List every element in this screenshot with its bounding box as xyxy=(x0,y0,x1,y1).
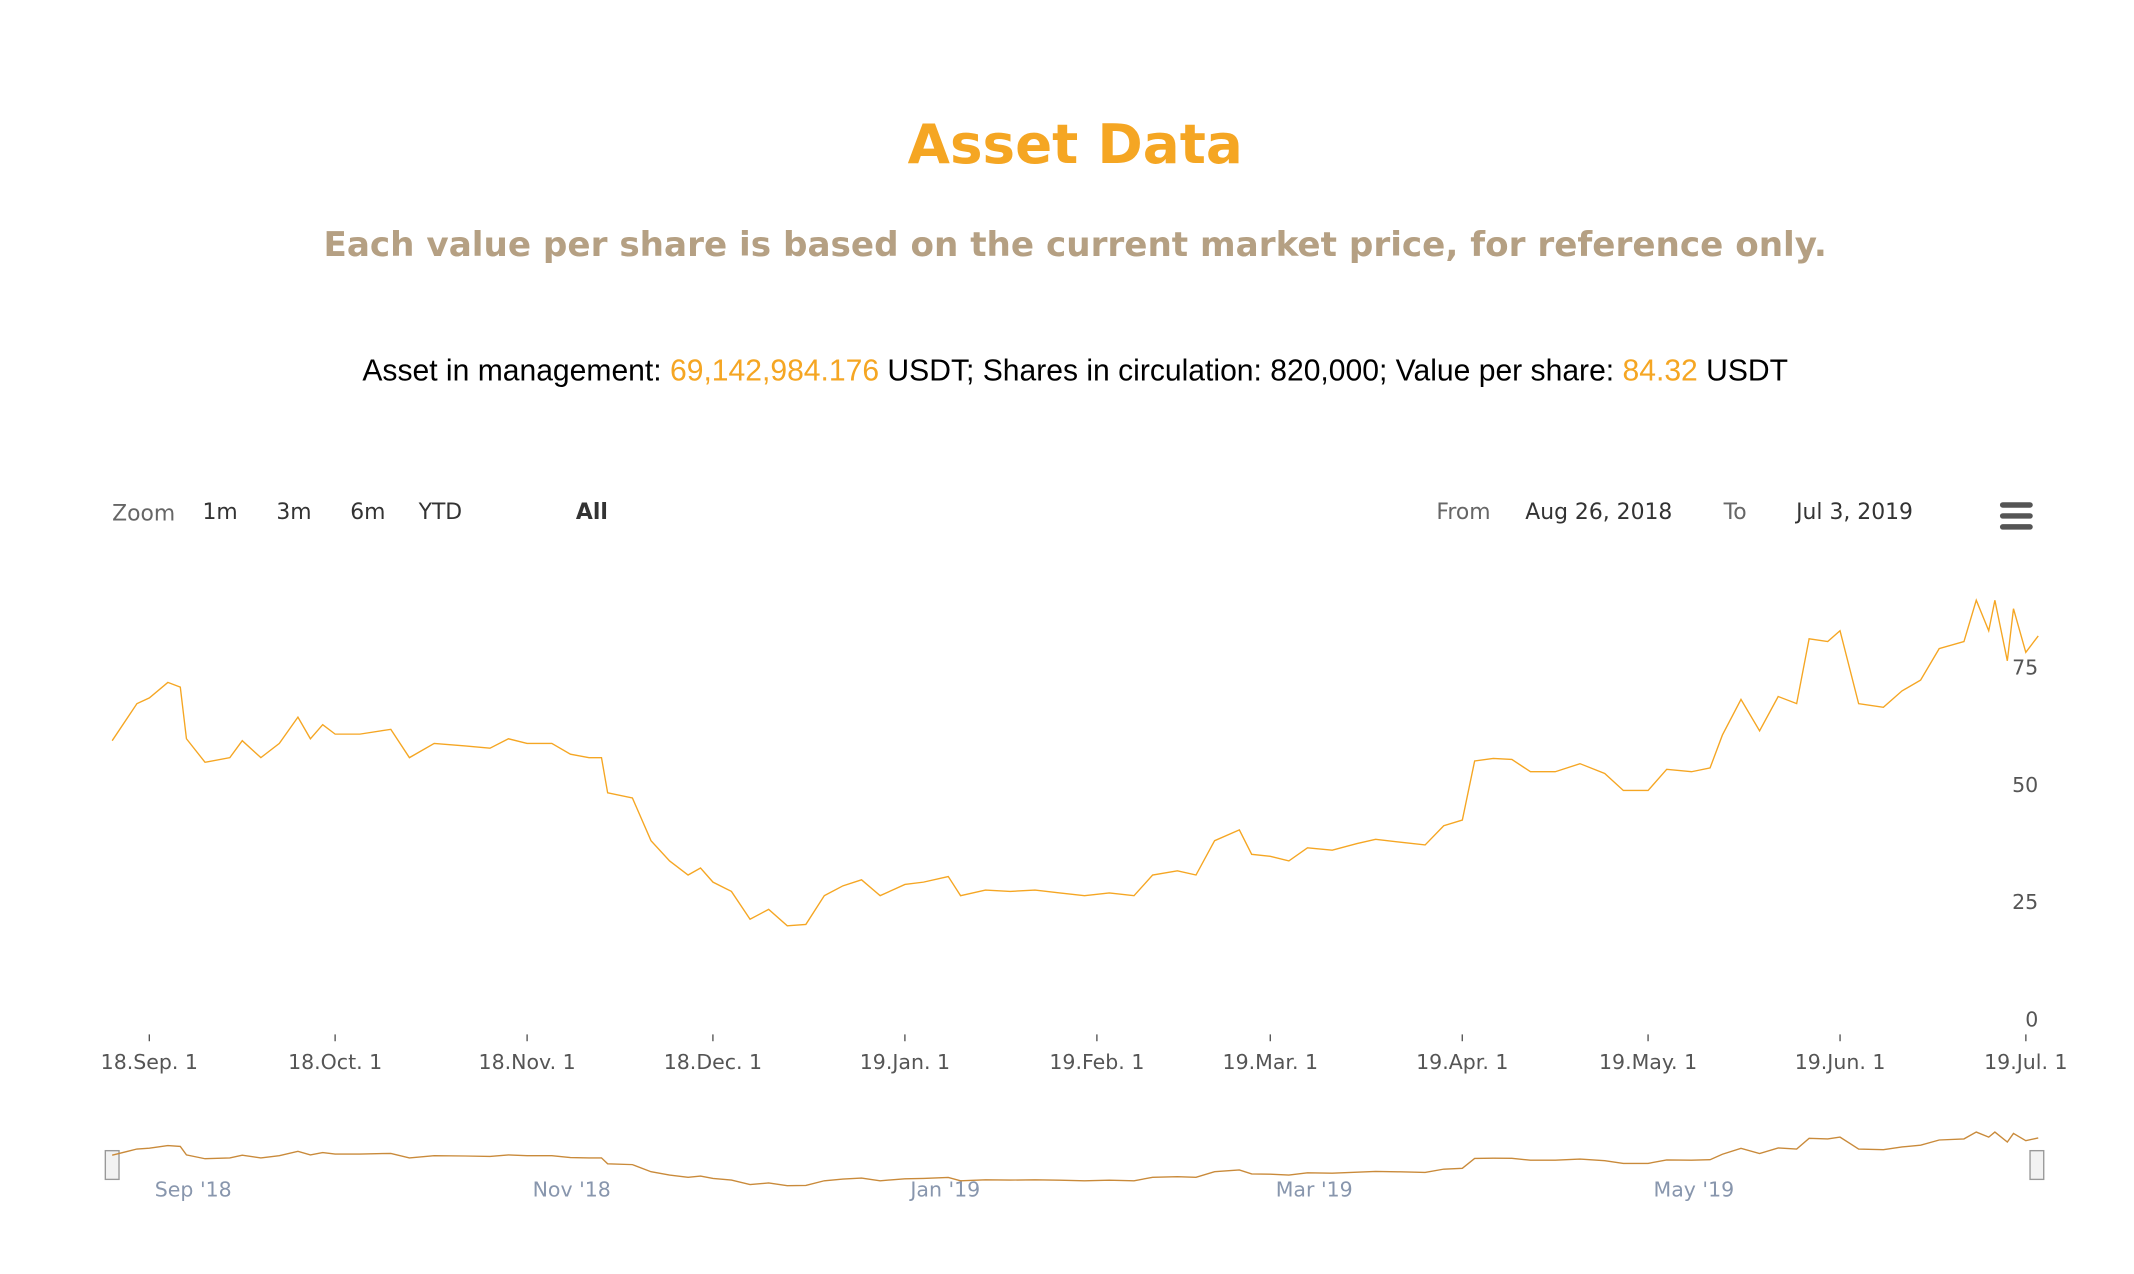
range-button[interactable]: 6m xyxy=(350,500,385,525)
zoom-label: Zoom xyxy=(112,502,175,527)
x-tick-label: 19.Mar. 1 xyxy=(1223,1050,1318,1074)
navigator-handle[interactable] xyxy=(2029,1149,2045,1181)
navigator-tick-label: May '19 xyxy=(1654,1177,1735,1201)
page-subtitle: Each value per share is based on the cur… xyxy=(323,225,1826,265)
navigator-tick-label: Jan '19 xyxy=(908,1177,980,1201)
to-label: To xyxy=(1723,500,1747,525)
to-date[interactable]: Jul 3, 2019 xyxy=(1794,500,1913,525)
navigator-handle[interactable] xyxy=(104,1149,120,1181)
x-tick-label: 19.Jun. 1 xyxy=(1795,1050,1886,1074)
summary-value: 84.32 xyxy=(1623,354,1698,387)
range-button[interactable]: YTD xyxy=(418,500,463,525)
range-button[interactable]: 3m xyxy=(276,500,311,525)
summary-label: Asset in management: xyxy=(362,354,670,387)
x-tick-label: 19.May. 1 xyxy=(1599,1050,1697,1074)
x-tick-label: 19.Jul. 1 xyxy=(1984,1050,2067,1074)
price-line xyxy=(111,598,2039,927)
page-title: Asset Data xyxy=(908,112,1243,176)
navigator[interactable] xyxy=(112,1130,2039,1202)
y-tick-label: 0 xyxy=(2025,1008,2038,1032)
plot: 0 25 50 75 18.Sep. 1 18.Oct. 1 18.Nov. 1 18.Dec… xyxy=(101,598,2068,1201)
x-tick-label: 18.Nov. 1 xyxy=(479,1050,576,1074)
navigator-tick-label: Nov '18 xyxy=(533,1177,611,1201)
x-tick-label: 19.Feb. 1 xyxy=(1049,1050,1144,1074)
range-buttons: 1m 3m 6m YTD All xyxy=(202,500,607,525)
summary-label: USDT; Shares in circulation: 820,000; Va… xyxy=(879,354,1622,387)
y-tick-label: 25 xyxy=(2012,890,2038,914)
x-tick-label: 18.Dec. 1 xyxy=(664,1050,762,1074)
navigator-tick-label: Mar '19 xyxy=(1276,1177,1353,1201)
x-tick-label: 18.Oct. 1 xyxy=(288,1050,382,1074)
navigator-line xyxy=(112,1131,2039,1187)
y-tick-label: 50 xyxy=(2012,773,2038,797)
x-tick-label: 19.Apr. 1 xyxy=(1416,1050,1508,1074)
x-tick-label: 19.Jan. 1 xyxy=(860,1050,950,1074)
summary-label: USDT xyxy=(1698,354,1788,387)
menu-button[interactable] xyxy=(1999,502,2033,530)
navigator-tick-label: Sep '18 xyxy=(155,1177,232,1201)
x-tick-label: 18.Sep. 1 xyxy=(101,1050,198,1074)
y-tick-label: 75 xyxy=(2012,655,2038,679)
summary: Asset in management: 69,142,984.176 USDT… xyxy=(362,354,1788,387)
range-button[interactable]: 1m xyxy=(202,500,237,525)
from-date[interactable]: Aug 26, 2018 xyxy=(1525,500,1672,525)
range-button[interactable]: All xyxy=(576,500,608,525)
summary-value: 69,142,984.176 xyxy=(670,354,879,387)
from-label: From xyxy=(1436,500,1490,525)
